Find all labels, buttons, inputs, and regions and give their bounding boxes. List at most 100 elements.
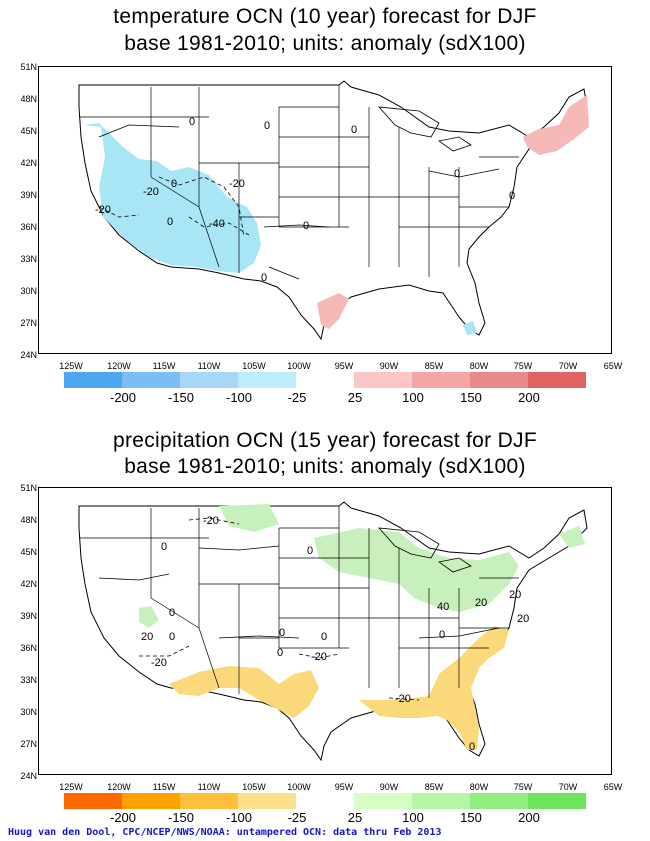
contour-label: -20 <box>143 186 159 198</box>
temp-positive-texas <box>317 293 349 329</box>
lon-label: 80W <box>469 361 489 371</box>
precip-positive-nv <box>139 606 159 628</box>
precip-positive-ne <box>559 526 585 548</box>
lon-label: 100W <box>287 782 311 792</box>
precip-contours <box>139 517 420 701</box>
lon-label: 95W <box>334 782 354 792</box>
lat-label: 39N <box>20 611 37 621</box>
lon-label: 65W <box>603 361 623 371</box>
lon-label: 125W <box>59 361 83 371</box>
contour-label: -20 <box>151 657 167 669</box>
legend-swatch <box>528 793 586 809</box>
legend-label: -25 <box>287 390 307 405</box>
temp-contours <box>98 176 250 238</box>
lon-label: 120W <box>107 782 131 792</box>
legend-label: 150 <box>460 810 482 825</box>
lon-label: 85W <box>424 782 444 792</box>
contour-label: -20 <box>203 515 219 527</box>
temp-zero-contours <box>98 124 500 280</box>
contour-label: 0 <box>279 627 285 639</box>
legend-swatch <box>180 372 238 388</box>
contour-label: -20 <box>229 178 245 190</box>
lon-label: 105W <box>242 782 266 792</box>
legend-swatch <box>238 372 296 388</box>
contour-label: 0 <box>351 124 357 136</box>
credit-line: Huug van den Dool, CPC/NCEP/NWS/NOAA: un… <box>8 827 442 838</box>
contour-label: 0 <box>439 629 445 641</box>
contour-label: 20 <box>509 589 521 601</box>
precip-negative-se <box>359 626 509 750</box>
legend-swatch <box>412 793 470 809</box>
lon-label: 110W <box>197 782 221 792</box>
lat-label: 36N <box>20 222 37 232</box>
legend-swatch <box>354 372 412 388</box>
lat-label: 39N <box>20 190 37 200</box>
lon-label: 75W <box>513 782 533 792</box>
legend-swatch <box>122 372 180 388</box>
contour-label: 0 <box>307 545 313 557</box>
lon-label: 125W <box>59 782 83 792</box>
contour-label: 0 <box>469 741 475 753</box>
lat-label: 45N <box>20 547 37 557</box>
lat-label: 30N <box>20 707 37 717</box>
legend-swatch <box>180 793 238 809</box>
legend-label: 200 <box>518 810 540 825</box>
lat-label: 42N <box>20 579 37 589</box>
legend-label: -150 <box>167 390 195 405</box>
lon-label: 75W <box>513 361 533 371</box>
lat-label: 48N <box>20 94 37 104</box>
state-boundaries <box>79 85 519 277</box>
legend-swatch <box>412 372 470 388</box>
contour-label: 0 <box>264 120 270 132</box>
precip-zero-contours <box>98 545 500 639</box>
lon-label: 95W <box>334 361 354 371</box>
conus-outline <box>78 80 588 341</box>
legend-swatch <box>64 372 122 388</box>
precipitation-subtitle: base 1981-2010; units: anomaly (sdX100) <box>124 455 526 478</box>
precip-positive-midwest <box>314 528 519 612</box>
contour-label: 0 <box>161 541 167 553</box>
legend-label: 150 <box>460 390 482 405</box>
lat-label: 27N <box>20 739 37 749</box>
lat-label: 36N <box>20 643 37 653</box>
temperature-subtitle: base 1981-2010; units: anomaly (sdX100) <box>124 32 526 55</box>
precipitation-map: -20 0 0 0 20 0 -20 0 0 -20 0 20 20 40 20… <box>38 487 612 775</box>
lon-label: 70W <box>558 782 578 792</box>
legend-label: 25 <box>347 810 363 825</box>
precip-positive-north <box>219 504 279 532</box>
temperature-map-svg: 0 0 0 0 -20 -20 -20 -40 0 0 0 0 0 <box>78 80 589 341</box>
contour-label: -20 <box>395 693 411 705</box>
contour-label: 40 <box>437 601 449 613</box>
contour-label: 0 <box>321 631 327 643</box>
lat-label: 24N <box>20 350 37 360</box>
legend-label: -200 <box>109 810 137 825</box>
contour-label: 0 <box>171 178 177 190</box>
lon-label: 70W <box>558 361 578 371</box>
legend-label: -25 <box>287 810 307 825</box>
contour-label: 0 <box>509 190 515 202</box>
legend-swatch <box>354 793 412 809</box>
legend-swatch <box>238 793 296 809</box>
contour-label: 20 <box>141 631 153 643</box>
lat-label: 51N <box>20 483 37 493</box>
lon-label: 65W <box>603 782 623 792</box>
lon-label: 110W <box>197 361 221 371</box>
lat-label: 33N <box>20 675 37 685</box>
legend-label: -200 <box>109 390 137 405</box>
temp-negative-west-coast <box>84 123 261 273</box>
lon-label: 115W <box>152 782 176 792</box>
legend-label: 25 <box>347 390 363 405</box>
contour-label: 0 <box>454 168 460 180</box>
contour-label: 20 <box>475 597 487 609</box>
temp-negative-florida <box>463 321 477 335</box>
contour-label: -40 <box>209 218 225 230</box>
legend-label: 100 <box>402 810 424 825</box>
legend-label: -100 <box>225 810 253 825</box>
temperature-title: temperature OCN (10 year) forecast for D… <box>113 5 537 28</box>
lat-label: 24N <box>20 771 37 781</box>
legend-swatch <box>470 372 528 388</box>
contour-label: 0 <box>167 216 173 228</box>
lat-label: 33N <box>20 254 37 264</box>
contour-label: 20 <box>517 613 529 625</box>
contour-label: 0 <box>261 272 267 284</box>
